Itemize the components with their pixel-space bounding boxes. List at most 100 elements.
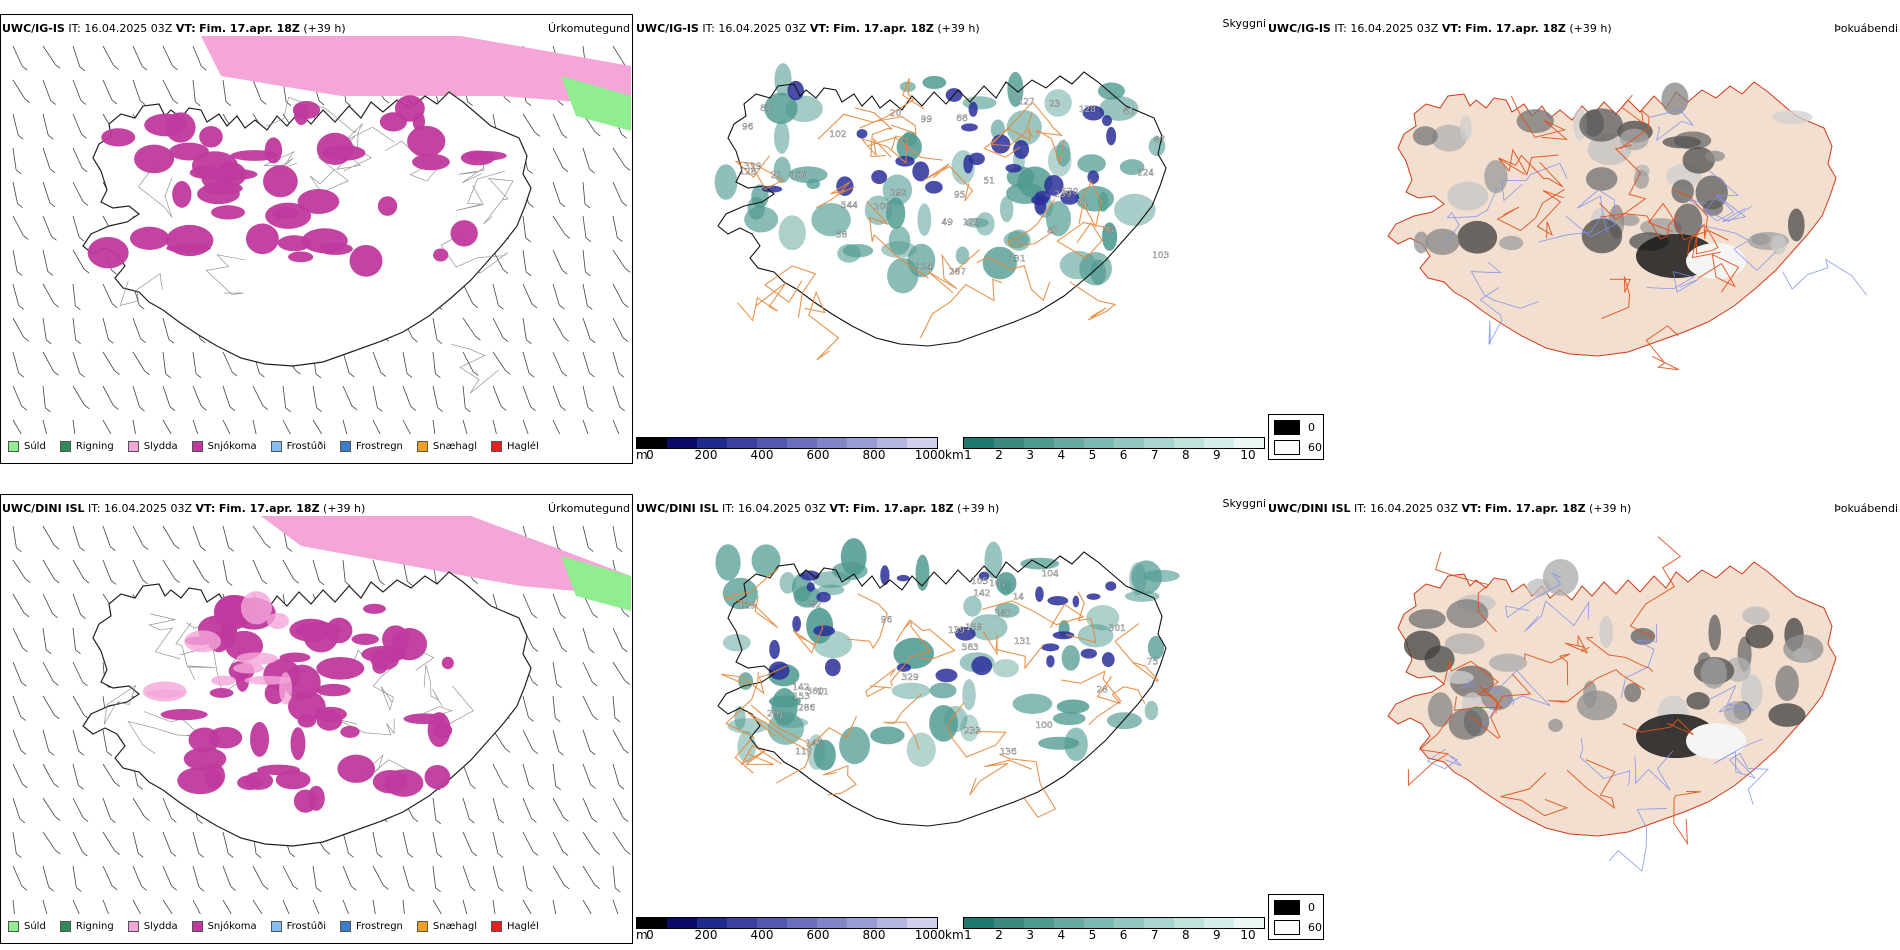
wind-barb	[525, 101, 532, 107]
wind-barb	[228, 546, 234, 552]
wind-barb	[342, 559, 346, 582]
wind-barb	[42, 45, 56, 65]
wind-barb	[168, 338, 175, 344]
colorbar-step	[727, 918, 757, 928]
wind-barb	[612, 865, 616, 888]
visibility-area	[774, 63, 792, 97]
wind-barb	[528, 784, 535, 790]
ceiling-label: 96	[742, 123, 754, 133]
legend-item: Slydda	[127, 441, 178, 452]
road-line	[483, 178, 514, 225]
wind-barb	[12, 181, 18, 204]
wind-barb	[20, 750, 27, 755]
visibility-area	[813, 630, 853, 659]
wind-barb	[252, 419, 257, 434]
wind-barb	[132, 797, 145, 817]
wind-barb	[582, 317, 591, 339]
fog-index-area	[1708, 614, 1721, 651]
vt-label: VT:	[1461, 502, 1482, 515]
wind-barb	[162, 45, 173, 67]
wind-barb	[45, 649, 52, 655]
ceiling-area	[896, 574, 910, 582]
legend-label: Slydda	[143, 921, 178, 932]
wind-barb	[12, 215, 24, 236]
colorbar-step	[1054, 918, 1084, 928]
wind-barb	[265, 543, 271, 549]
wind-barb	[195, 373, 202, 379]
legend-label: Súld	[24, 921, 46, 932]
colorbar-step	[727, 438, 757, 448]
road-line	[1782, 258, 1868, 296]
wind-barb	[79, 372, 85, 378]
wind-barb	[552, 419, 561, 434]
precip-map[interactable]	[1, 516, 632, 914]
wind-barb	[80, 614, 86, 619]
it-label: IT:	[722, 502, 735, 515]
wind-barb	[83, 268, 90, 274]
wind-barb	[475, 335, 481, 341]
colorbar-step	[637, 438, 667, 448]
wind-barb	[342, 419, 348, 434]
wind-barb	[16, 271, 23, 276]
visibility-area	[917, 203, 932, 236]
wind-barb	[552, 525, 559, 548]
wind-barb	[174, 544, 180, 550]
wind-barb	[312, 385, 318, 408]
fog-map[interactable]	[1266, 516, 1900, 914]
wind-barb	[522, 695, 529, 718]
fog-index-area	[1768, 703, 1806, 727]
ceiling-label: 287	[949, 268, 966, 278]
legend-swatch	[340, 441, 351, 452]
wind-barb	[559, 304, 565, 310]
wind-barb	[192, 899, 201, 914]
wind-barb	[12, 283, 20, 306]
road-line	[969, 759, 1033, 796]
road-line	[816, 181, 855, 209]
wind-barb	[432, 797, 437, 820]
wind-barb	[432, 865, 436, 888]
ceiling-area	[1044, 174, 1064, 196]
wind-barb	[144, 370, 150, 376]
colorbar-tick: 4	[1057, 448, 1066, 462]
wind-barb	[377, 407, 383, 412]
wind-barb	[318, 100, 325, 106]
wind-barb	[432, 317, 438, 340]
visibility-area	[1114, 193, 1156, 227]
colorbar-step	[1114, 918, 1144, 928]
ceiling-label: 51	[983, 176, 994, 186]
precip-map[interactable]	[1, 36, 632, 434]
precip-area	[407, 125, 446, 157]
wind-barb	[12, 559, 26, 579]
colorbar-tick: 9	[1213, 928, 1221, 942]
ceiling-area	[806, 582, 815, 592]
visibility-area	[747, 196, 765, 220]
wind-barb	[522, 385, 531, 407]
vis-map[interactable]: 103 100 87 128 99 88 58 47 49 96 192 102 127 131 87 129…	[636, 36, 1266, 434]
wind-barb	[102, 45, 114, 66]
wind-barb	[141, 885, 147, 891]
wind-barb	[21, 885, 28, 891]
wind-barb	[525, 271, 532, 277]
road-line	[1035, 125, 1065, 165]
precip-area	[384, 769, 424, 797]
wind-barb	[114, 782, 120, 787]
wind-barb	[192, 385, 202, 407]
legend-item: Frostúði	[270, 441, 326, 452]
ceiling-label: 71	[1077, 198, 1088, 208]
fog-title: Þokuábendi	[1834, 502, 1898, 515]
wind-barb	[552, 831, 564, 852]
wind-barb	[203, 578, 210, 584]
ceiling-label: 101	[989, 579, 1006, 589]
lead-time: (+39 h)	[1589, 502, 1632, 515]
wind-barb	[110, 546, 116, 552]
legend-label: Frostúði	[286, 921, 326, 932]
ceiling-unit: m	[636, 448, 648, 462]
wind-barb	[379, 580, 385, 586]
wind-barb	[79, 66, 86, 72]
wind-barb	[162, 79, 174, 100]
road-line	[1065, 591, 1097, 644]
fog-map[interactable]	[1266, 36, 1900, 434]
precip-area	[264, 137, 283, 164]
precip-area	[450, 220, 478, 247]
